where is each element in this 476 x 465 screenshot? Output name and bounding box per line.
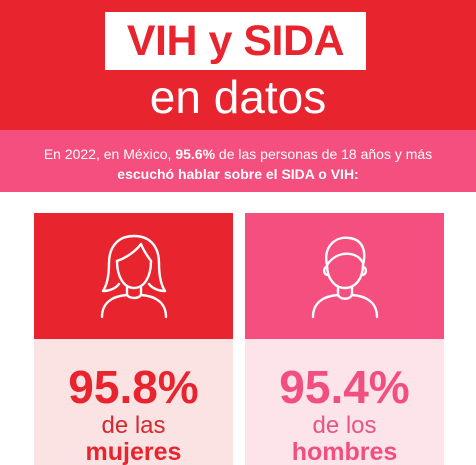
women-group-label: mujeres [85,438,182,465]
intro-prefix: En 2022, en México, [43,146,176,162]
intro-suffix: de las personas de 18 años y más [215,146,433,162]
header-banner: VIH y SIDA en datos [0,0,476,130]
men-percent: 95.4% [279,361,410,413]
women-card: 95.8% de las mujeres [34,213,233,465]
women-percent: 95.8% [68,361,199,413]
intro-line-2: escuchó hablar sobre el SIDA o VIH: [117,166,359,182]
men-of-label: de los [312,412,377,439]
page-subtitle: en datos [149,71,327,123]
title-box: VIH y SIDA [105,12,366,70]
women-card-top [34,213,233,339]
intro-band: En 2022, en México, 95.6% de las persona… [0,130,476,192]
men-card-top [245,213,444,339]
woman-icon [100,234,168,319]
intro-highlight-percent: 95.6% [175,146,216,162]
intro-line-1: En 2022, en México, 95.6% de las persona… [0,146,476,162]
men-group-label: hombres [291,438,398,465]
men-card-bottom: 95.4% de los hombres [245,339,444,465]
women-of-label: de las [101,412,166,439]
page-title: VIH y SIDA [126,16,345,65]
women-card-bottom: 95.8% de las mujeres [34,339,233,465]
men-card: 95.4% de los hombres [245,213,444,465]
man-icon [311,236,379,319]
